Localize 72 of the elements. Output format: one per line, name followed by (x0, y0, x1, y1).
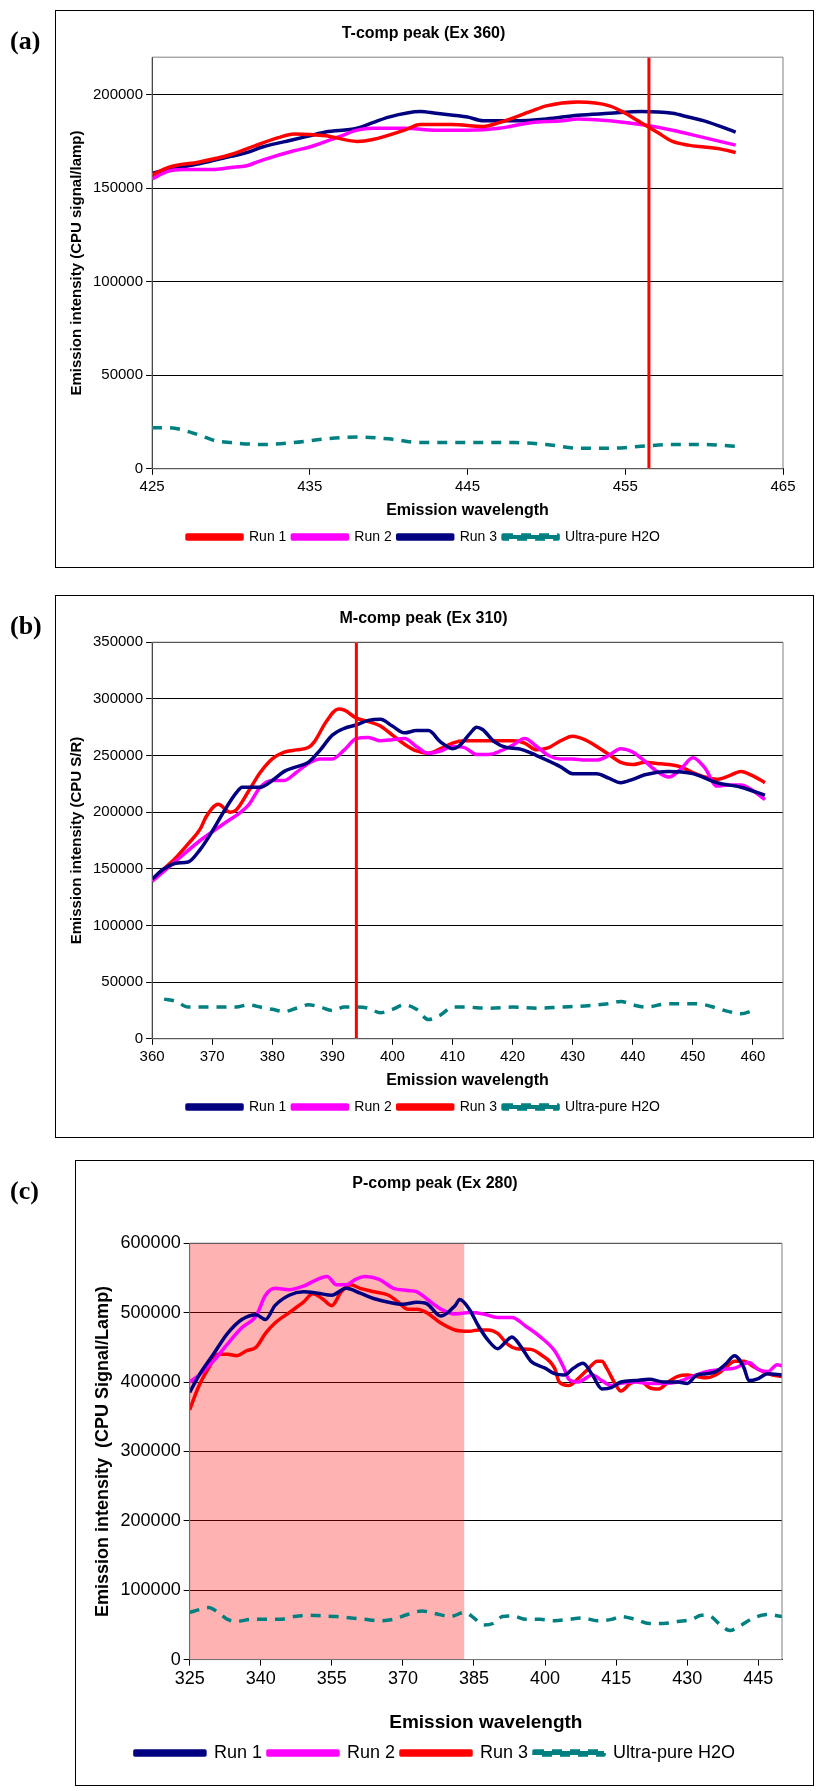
x-tick-label: 435 (297, 476, 323, 494)
x-tick-label: 445 (743, 1668, 774, 1689)
y-tick-label: 0 (134, 1028, 144, 1046)
x-tick-label: 370 (199, 1046, 225, 1064)
y-axis-title: Emission intensity (CPU signal/lamp) (67, 130, 85, 396)
y-tick-label: 200000 (92, 802, 144, 820)
legend-label: Run 3 (480, 1741, 529, 1762)
x-tick-label: 400 (530, 1668, 561, 1689)
legend-label: Run 2 (354, 1097, 392, 1114)
x-tick-label: 420 (500, 1046, 526, 1064)
y-tick-label: 200000 (92, 84, 144, 102)
y-tick-label: 250000 (92, 745, 144, 763)
x-tick-label: 460 (740, 1046, 766, 1064)
x-axis-title: Emission wavelength (386, 500, 549, 518)
text: (b) (10, 611, 42, 641)
line-series (189, 1605, 782, 1633)
x-tick-label: 390 (319, 1046, 345, 1064)
x-tick-label: 445 (455, 476, 481, 494)
legend-label: Run 1 (249, 527, 287, 544)
x-tick-label: 325 (174, 1668, 205, 1689)
x-tick-label: 440 (620, 1046, 646, 1064)
y-tick-label: 50000 (101, 365, 144, 383)
x-tick-label: 400 (379, 1046, 405, 1064)
legend-label: Run 2 (354, 527, 392, 544)
y-tick-label: 100000 (92, 915, 144, 933)
x-tick-label: 425 (139, 476, 165, 494)
y-tick-label: 400000 (120, 1370, 181, 1391)
y-tick-label: 300000 (92, 689, 144, 706)
line-series (152, 425, 738, 450)
legend-label: Ultra-pure H2O (565, 527, 661, 544)
legend-label: Ultra-pure H2O (565, 1097, 661, 1114)
x-tick-label: 430 (672, 1668, 703, 1689)
y-tick-label: 600000 (120, 1232, 181, 1253)
y-axis-title: Emission intensity (CPU S/R) (67, 736, 85, 945)
y-tick-label: 300000 (120, 1440, 181, 1461)
text: (c) (10, 1176, 39, 1206)
chart-title: T-comp peak (Ex 360) (341, 24, 506, 42)
legend-label: Ultra-pure H2O (613, 1741, 736, 1762)
y-tick-label: 100000 (120, 1579, 181, 1600)
x-tick-label: 360 (139, 1046, 165, 1064)
x-tick-label: 465 (770, 476, 796, 494)
y-axis-title: Emission intensity (CPU Signal/Lamp) (91, 1285, 112, 1617)
x-tick-label: 430 (560, 1046, 586, 1064)
legend-label: Run 2 (346, 1741, 396, 1762)
x-tick-label: 370 (387, 1668, 418, 1689)
legend-label: Run 1 (213, 1741, 262, 1762)
x-tick-label: 385 (458, 1668, 490, 1689)
x-axis-title: Emission wavelength (386, 1070, 549, 1088)
chart-title: M-comp peak (Ex 310) (339, 609, 508, 627)
y-tick-label: 50000 (101, 972, 144, 990)
y-tick-label: 150000 (92, 858, 144, 876)
text: (a) (10, 26, 41, 56)
y-tick-label: 150000 (92, 178, 144, 196)
line-series (152, 117, 738, 181)
chart-title: P-comp peak (Ex 280) (352, 1174, 518, 1192)
x-tick-label: 410 (439, 1046, 466, 1064)
x-tick-label: 380 (259, 1046, 285, 1064)
x-axis-title: Emission wavelength (389, 1710, 583, 1732)
legend-label: Run 1 (249, 1097, 287, 1114)
y-tick-label: 500000 (120, 1301, 181, 1322)
x-tick-label: 355 (316, 1668, 347, 1689)
legend-label: Run 3 (459, 1097, 498, 1114)
x-tick-label: 450 (680, 1046, 706, 1064)
y-tick-label: 350000 (92, 632, 144, 650)
x-tick-label: 415 (601, 1668, 632, 1689)
x-tick-label: 455 (612, 476, 638, 494)
legend-label: Run 3 (459, 527, 498, 544)
y-tick-label: 200000 (120, 1509, 181, 1530)
x-tick-label: 340 (245, 1668, 276, 1689)
y-tick-label: 0 (134, 458, 144, 476)
y-tick-label: 100000 (92, 271, 144, 289)
y-tick-label: 0 (170, 1648, 181, 1669)
